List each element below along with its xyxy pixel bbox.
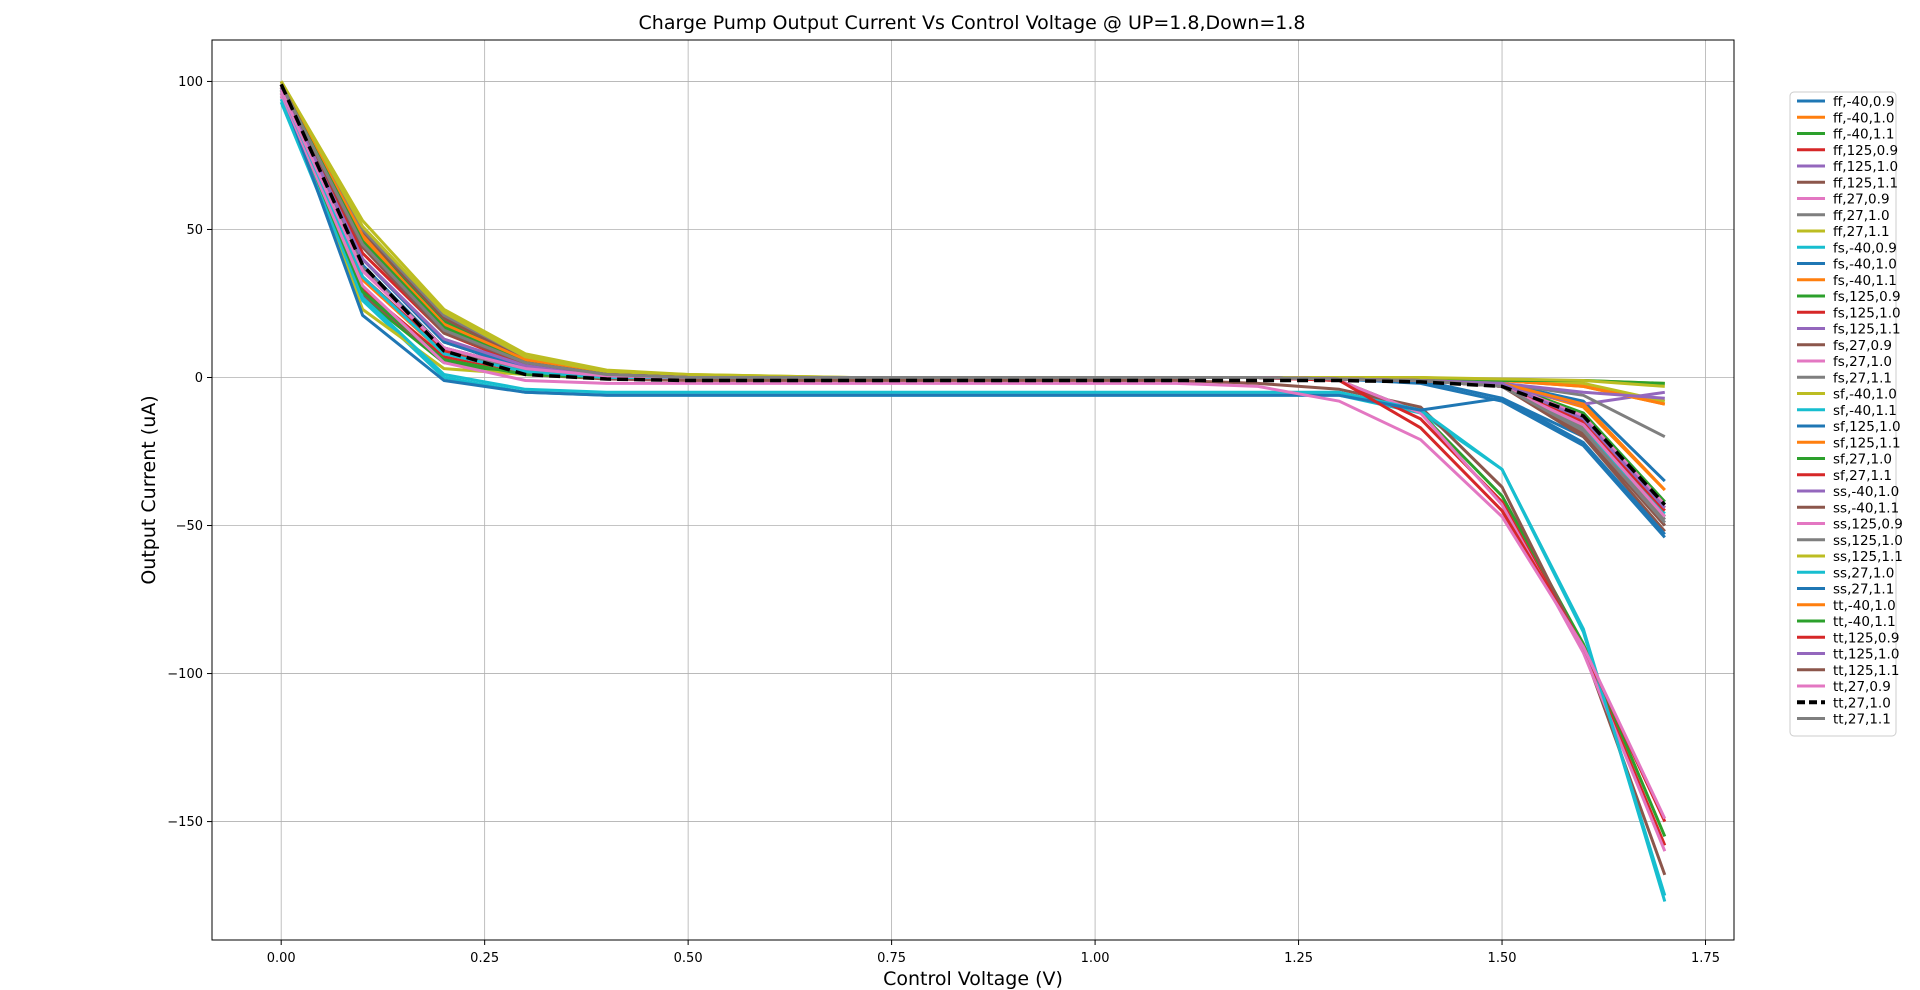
legend-entry-label: tt,27,1.1 <box>1833 712 1891 728</box>
series-line-fs,-40,0.9 <box>279 101 1667 902</box>
series-line-ff,125,1.1 <box>279 83 1666 527</box>
legend-entry-label: sf,27,1.0 <box>1833 452 1892 468</box>
series-line-ss,125,0.9 <box>279 92 1667 820</box>
series-line-ff,-40,1.0 <box>279 83 1666 492</box>
legend-entry-label: ss,-40,1.1 <box>1833 500 1899 516</box>
x-tick-label: 0.75 <box>877 951 906 966</box>
legend-entry-label: tt,125,1.1 <box>1833 663 1899 679</box>
series-line-tt,125,0.9 <box>279 86 1666 512</box>
series-line-fs,125,1.0 <box>279 92 1667 846</box>
legend-entry-label: tt,-40,1.0 <box>1833 598 1896 614</box>
legend-entry-label: sf,-40,1.1 <box>1833 403 1897 419</box>
legend-entry-label: fs,125,0.9 <box>1833 289 1901 305</box>
legend-entry-label: fs,-40,1.1 <box>1833 273 1897 289</box>
chart-title: Charge Pump Output Current Vs Control Vo… <box>639 12 1306 34</box>
legend-entry-label: sf,-40,1.0 <box>1833 387 1897 403</box>
legend-entry-label: sf,125,1.1 <box>1833 435 1901 451</box>
plot-area-frame <box>211 39 1735 941</box>
series-line-sf,125,1.0 <box>279 89 1666 524</box>
legend: ff,-40,0.9ff,-40,1.0ff,-40,1.1ff,125,0.9… <box>1789 91 1903 737</box>
y-tick-label: −50 <box>176 519 203 534</box>
legend-entry-label: ff,125,1.1 <box>1833 175 1898 191</box>
x-axis-title: Control Voltage (V) <box>883 968 1063 990</box>
y-tick-label: 100 <box>178 75 203 90</box>
x-tick-label: 1.50 <box>1488 951 1517 966</box>
legend-entry-label: ss,125,1.1 <box>1833 549 1903 565</box>
legend-entry-label: ff,27,1.0 <box>1833 208 1890 224</box>
legend-entry-label: ff,125,0.9 <box>1833 143 1898 159</box>
legend-entry-label: ff,125,1.0 <box>1833 159 1898 175</box>
legend-entry-label: tt,125,0.9 <box>1833 630 1899 646</box>
legend-entry-label: fs,27,1.1 <box>1833 370 1892 386</box>
series-line-ff,-40,0.9 <box>279 83 1666 483</box>
legend-entry-label: tt,27,0.9 <box>1833 679 1891 695</box>
legend-entry-label: fs,125,1.1 <box>1833 322 1901 338</box>
x-tick-label: 1.00 <box>1081 951 1110 966</box>
legend-entry-label: sf,125,1.0 <box>1833 419 1901 435</box>
y-tick-label: 50 <box>186 223 203 238</box>
legend-frame <box>1789 91 1897 737</box>
legend-entry-label: ff,-40,1.1 <box>1833 127 1894 143</box>
legend-entry-label: ss,125,1.0 <box>1833 533 1903 549</box>
legend-entry-label: sf,27,1.1 <box>1833 468 1892 484</box>
legend-entry-label: fs,27,0.9 <box>1833 338 1892 354</box>
x-axis-ticks: 0.00 0.25 0.50 0.75 1.00 1.25 1.50 1.75 <box>267 940 1720 966</box>
legend-entry-label: ss,27,1.0 <box>1833 565 1894 581</box>
x-tick-label: 0.00 <box>267 951 296 966</box>
x-tick-label: 0.50 <box>674 951 703 966</box>
y-tick-label: −100 <box>167 667 203 682</box>
series-line-tt,125,1.1 <box>279 83 1666 527</box>
legend-entry-label: ff,-40,0.9 <box>1833 94 1894 110</box>
y-axis-ticks: 100 50 0 −50 −100 −150 <box>167 75 212 830</box>
legend-entry-label: ss,-40,1.0 <box>1833 484 1899 500</box>
series-line-tt,-40,1.0 <box>279 83 1666 492</box>
y-axis-title: Output Current (uA) <box>138 395 160 584</box>
legend-entry-label: fs,-40,0.9 <box>1833 240 1897 256</box>
legend-entry-label: tt,27,1.0 <box>1833 695 1891 711</box>
x-tick-label: 1.75 <box>1691 951 1720 966</box>
legend-entry-label: ff,-40,1.0 <box>1833 110 1894 126</box>
legend-entry-label: tt,-40,1.1 <box>1833 614 1896 630</box>
series-line-fs,-40,1.0 <box>279 92 1666 539</box>
x-tick-label: 1.25 <box>1284 951 1313 966</box>
series-line-ss,27,1.1 <box>279 86 1666 536</box>
series-line-fs,27,0.9 <box>279 92 1667 876</box>
series-lines <box>279 80 1667 902</box>
legend-entry-label: fs,125,1.0 <box>1833 305 1901 321</box>
legend-entry-label: ff,27,0.9 <box>1833 192 1890 208</box>
series-line-tt,27,1.0 <box>279 83 1667 506</box>
legend-entry-label: tt,125,1.0 <box>1833 647 1899 663</box>
legend-entry-label: ss,27,1.1 <box>1833 582 1894 598</box>
legend-entry-label: fs,-40,1.0 <box>1833 257 1897 273</box>
y-tick-label: −150 <box>167 815 203 830</box>
legend-entry-label: ss,125,0.9 <box>1833 517 1903 533</box>
legend-entry-label: fs,27,1.0 <box>1833 354 1892 370</box>
series-line-sf,-40,1.1 <box>279 98 1667 897</box>
x-tick-label: 0.25 <box>470 951 499 966</box>
legend-entry-label: ff,27,1.1 <box>1833 224 1890 240</box>
grid <box>212 40 1734 940</box>
y-tick-label: 0 <box>195 371 203 386</box>
